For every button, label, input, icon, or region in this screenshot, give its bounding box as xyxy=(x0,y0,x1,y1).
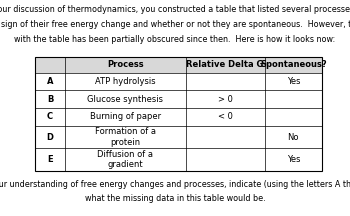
Text: Using your understanding of free energy changes and processes, indicate (using t: Using your understanding of free energy … xyxy=(0,180,350,189)
Text: B: B xyxy=(47,95,53,104)
Text: Yes: Yes xyxy=(287,77,300,86)
Text: During our discussion of thermodynamics, you constructed a table that listed sev: During our discussion of thermodynamics,… xyxy=(0,5,350,14)
Text: ATP hydrolysis: ATP hydrolysis xyxy=(95,77,156,86)
Text: D: D xyxy=(47,133,54,141)
Text: Diffusion of a
gradient: Diffusion of a gradient xyxy=(97,150,153,169)
Text: C: C xyxy=(47,112,53,121)
Text: > 0: > 0 xyxy=(218,95,233,104)
Text: Process: Process xyxy=(107,60,144,69)
Text: E: E xyxy=(47,155,53,164)
Text: No: No xyxy=(288,133,299,141)
Text: < 0: < 0 xyxy=(218,112,233,121)
Text: Relative Delta G: Relative Delta G xyxy=(187,60,264,69)
Text: Formation of a
protein: Formation of a protein xyxy=(95,127,156,147)
Text: Yes: Yes xyxy=(287,155,300,164)
Text: with the sign of their free energy change and whether or not they are spontaneou: with the sign of their free energy chang… xyxy=(0,20,350,29)
Text: Glucose synthesis: Glucose synthesis xyxy=(88,95,163,104)
Text: A: A xyxy=(47,77,53,86)
Text: Spontaneous?: Spontaneous? xyxy=(260,60,327,69)
Text: what the missing data in this table would be.: what the missing data in this table woul… xyxy=(85,194,265,203)
Text: Burning of paper: Burning of paper xyxy=(90,112,161,121)
Text: with the table has been partially obscured since then.  Here is how it looks now: with the table has been partially obscur… xyxy=(14,35,336,44)
